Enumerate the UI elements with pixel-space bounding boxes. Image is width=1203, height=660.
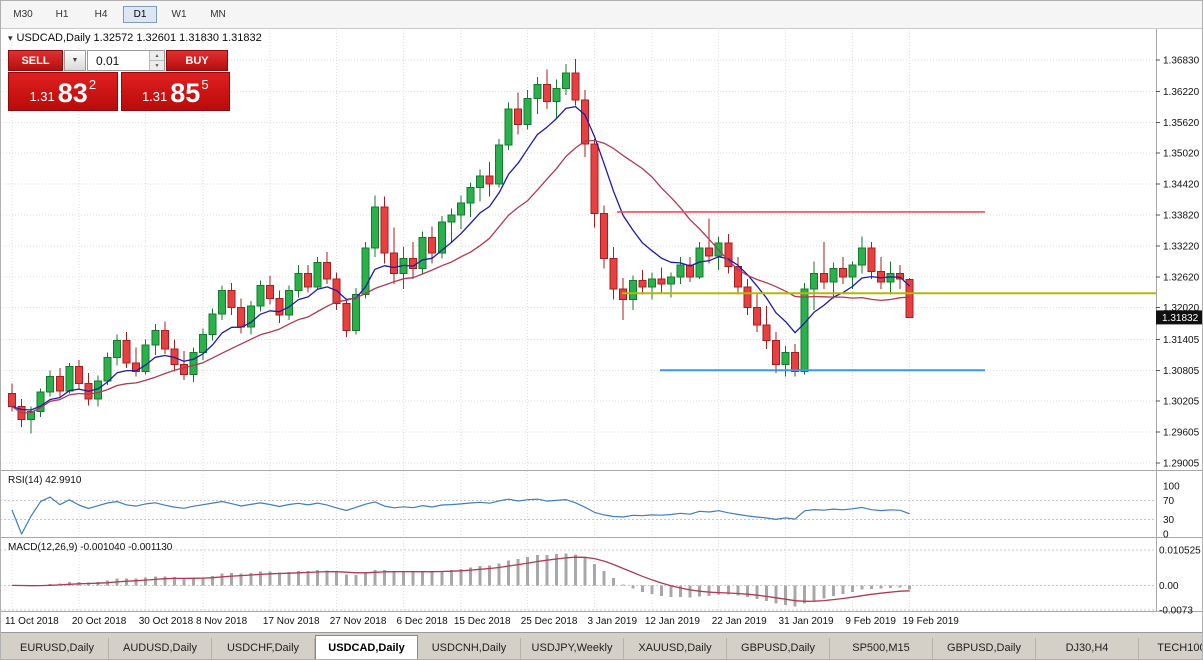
svg-text:1.30205: 1.30205 [1163,397,1200,408]
svg-text:8 Nov 2018: 8 Nov 2018 [196,616,248,627]
svg-text:17 Nov 2018: 17 Nov 2018 [263,616,320,627]
svg-text:30: 30 [1163,515,1175,526]
svg-text:1.30805: 1.30805 [1163,366,1200,377]
svg-text:1.33220: 1.33220 [1163,241,1200,252]
svg-text:1.35620: 1.35620 [1163,118,1200,129]
svg-text:25 Dec 2018: 25 Dec 2018 [521,616,578,627]
sell-price-big: 83 [57,78,88,108]
tab-dj30-h4[interactable]: DJ30,H4 [1036,638,1139,660]
lot-dropdown-button[interactable]: ▼ [64,50,86,71]
sell-price-button[interactable]: 1.31 83 2 [8,72,118,111]
chart-marker-icon: ▾ [8,33,13,43]
svg-text:1.29605: 1.29605 [1163,428,1200,439]
svg-text:1.31832: 1.31832 [1162,313,1199,324]
rsi-indicator-label: RSI(14) 42.9910 [8,475,82,486]
svg-text:22 Jan 2019: 22 Jan 2019 [712,616,767,627]
timeframe-button-h1[interactable]: H1 [55,8,69,20]
svg-text:1.33820: 1.33820 [1163,211,1200,222]
tab-usdchf-daily[interactable]: USDCHF,Daily [212,638,315,660]
buy-price-button[interactable]: 1.31 85 5 [120,72,230,111]
timeframe-button-mn[interactable]: MN [210,8,226,20]
svg-text:30 Oct 2018: 30 Oct 2018 [139,616,194,627]
timeframe-toolbar: M30 H1 H4 D1 W1 MN [0,0,1203,29]
lot-decrease-button[interactable]: ▼ [150,61,164,70]
svg-text:12 Jan 2019: 12 Jan 2019 [645,616,700,627]
tab-tech100-h4[interactable]: TECH100,H4 [1139,638,1203,660]
lot-size-value: 0.01 [96,53,120,68]
sell-button[interactable]: SELL [8,50,63,71]
tab-gbpusd-daily[interactable]: GBPUSD,Daily [727,638,830,660]
buy-price-prefix: 1.31 [141,89,168,104]
timeframe-button-w1[interactable]: W1 [171,8,187,20]
lot-spinner: ▲ ▼ [149,51,164,70]
svg-text:11 Oct 2018: 11 Oct 2018 [5,616,59,627]
svg-text:1.29005: 1.29005 [1163,458,1200,469]
tab-usdjpy-weekly[interactable]: USDJPY,Weekly [521,638,624,660]
svg-text:19 Feb 2019: 19 Feb 2019 [903,616,960,627]
svg-text:1.36220: 1.36220 [1163,87,1200,98]
svg-text:1.32020: 1.32020 [1163,303,1200,314]
tab-xauusd-daily[interactable]: XAUUSD,Daily [624,638,727,660]
lot-increase-button[interactable]: ▲ [150,51,164,61]
svg-text:15 Dec 2018: 15 Dec 2018 [454,616,511,627]
lot-size-field[interactable]: 0.01 ▲ ▼ [87,50,165,71]
timeframe-button-m30[interactable]: M30 [13,8,33,20]
tab-usdcad-daily[interactable]: USDCAD,Daily [315,635,418,660]
svg-text:31 Jan 2019: 31 Jan 2019 [779,616,834,627]
svg-text:3 Jan 2019: 3 Jan 2019 [588,616,638,627]
macd-indicator-label: MACD(12,26,9) -0.001040 -0.001130 [8,542,173,553]
sell-price-sup: 2 [88,77,97,92]
svg-text:1.36830: 1.36830 [1163,56,1200,67]
sell-price-prefix: 1.31 [29,89,55,104]
svg-text:0.010525: 0.010525 [1159,546,1201,557]
timeframe-button-d1[interactable]: D1 [123,5,157,23]
buy-price-big: 85 [170,78,201,108]
svg-text:70: 70 [1163,496,1175,507]
svg-text:0.00: 0.00 [1159,581,1179,592]
one-click-trading-panel: SELL ▼ 0.01 ▲ ▼ BUY 1.31 83 2 1.31 85 5 [8,50,230,111]
chart-title: ▾ USDCAD,Daily 1.32572 1.32601 1.31830 1.… [8,32,262,44]
svg-text:-0.0073: -0.0073 [1159,606,1193,617]
tab-audusd-daily[interactable]: AUDUSD,Daily [109,638,212,660]
tab-sp500-m15[interactable]: SP500,M15 [830,638,933,660]
buy-button[interactable]: BUY [166,50,228,71]
tab-usdcnh-daily[interactable]: USDCNH,Daily [418,638,521,660]
chart-tabs-bar: EURUSD,Daily AUDUSD,Daily USDCHF,Daily USDC… [0,632,1203,660]
svg-text:1.35020: 1.35020 [1163,149,1200,160]
svg-text:0: 0 [1163,530,1169,541]
svg-text:9 Feb 2019: 9 Feb 2019 [845,616,896,627]
chart-title-text: USDCAD,Daily 1.32572 1.32601 1.31830 1.3… [16,32,262,44]
chevron-down-icon: ▼ [71,57,79,64]
svg-text:1.32620: 1.32620 [1163,272,1200,283]
svg-text:1.34420: 1.34420 [1163,180,1200,191]
svg-text:100: 100 [1163,482,1180,493]
svg-text:27 Nov 2018: 27 Nov 2018 [330,616,387,627]
svg-text:6 Dec 2018: 6 Dec 2018 [397,616,449,627]
svg-text:1.31405: 1.31405 [1163,335,1200,346]
buy-price-sup: 5 [201,77,209,92]
tab-eurusd-daily[interactable]: EURUSD,Daily [6,638,109,660]
svg-text:20 Oct 2018: 20 Oct 2018 [72,616,127,627]
tab-gbpusd-daily[interactable]: GBPUSD,Daily [933,638,1036,660]
timeframe-button-h4[interactable]: H4 [94,8,108,20]
